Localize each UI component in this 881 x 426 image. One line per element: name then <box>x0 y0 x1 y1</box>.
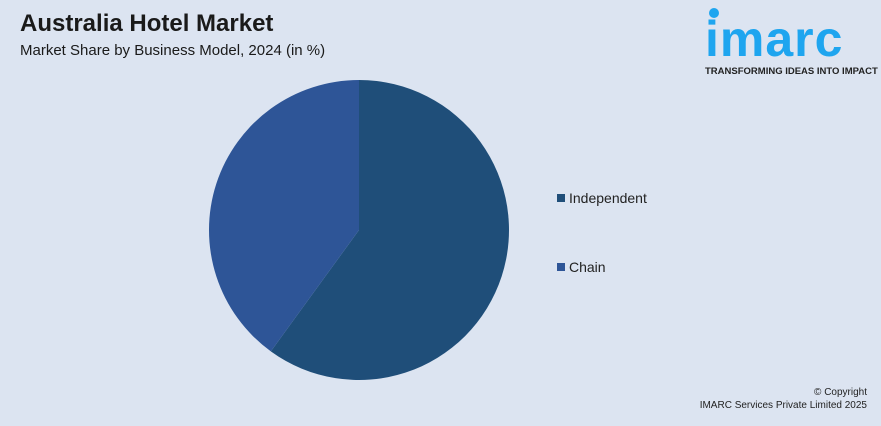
legend-label: Independent <box>569 190 647 206</box>
legend-item-chain: Chain <box>557 259 606 275</box>
legend-item-independent: Independent <box>557 190 647 206</box>
chart-subtitle: Market Share by Business Model, 2024 (in… <box>20 42 326 59</box>
legend-swatch <box>557 194 565 202</box>
copyright-owner: IMARC Services Private Limited 2025 <box>699 400 867 411</box>
pie-slice-chain <box>209 80 359 352</box>
chart-title: Australia Hotel Market <box>20 10 274 37</box>
copyright: © Copyright IMARC Services Private Limit… <box>700 386 867 412</box>
legend-swatch <box>557 263 565 271</box>
logo-text: imarc <box>705 11 844 67</box>
pie-slice-independent <box>270 80 509 380</box>
logo-dot <box>709 8 719 18</box>
logo-tagline: TRANSFORMING IDEAS INTO IMPACT <box>705 66 878 77</box>
legend-label: Chain <box>569 259 606 275</box>
copyright-line: © Copyright <box>814 387 867 398</box>
imarc-logo: imarc TRANSFORMING IDEAS INTO IMPACT <box>705 8 878 77</box>
